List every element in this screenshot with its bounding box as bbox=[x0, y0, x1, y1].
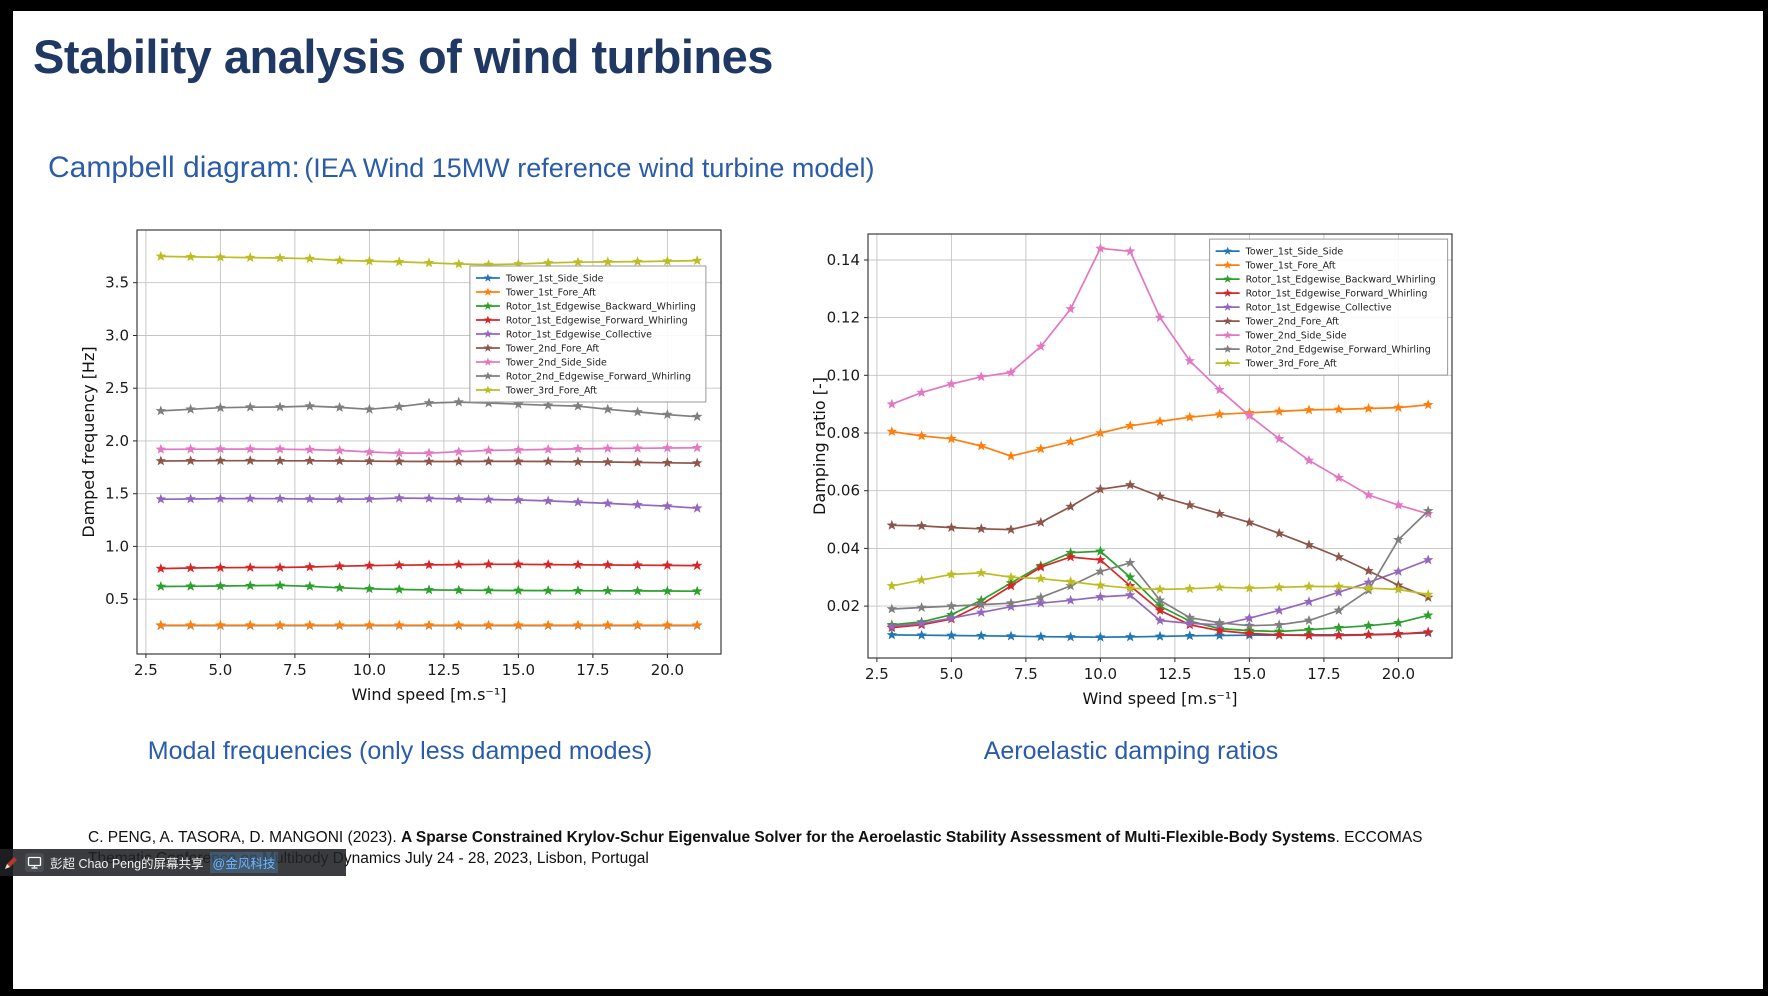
svg-text:12.5: 12.5 bbox=[1158, 665, 1191, 683]
citation-authors: C. PENG, A. TASORA, D. MANGONI (2023). bbox=[88, 829, 401, 846]
screen-share-label: 彭超 Chao Peng的屏幕共享 bbox=[50, 857, 204, 871]
citation-paper-title: A Sparse Constrained Krylov-Schur Eigenv… bbox=[400, 829, 1336, 846]
svg-text:2.5: 2.5 bbox=[865, 665, 889, 683]
svg-text:Tower_2nd_Side_Side: Tower_2nd_Side_Side bbox=[505, 358, 607, 369]
svg-text:10.0: 10.0 bbox=[1084, 665, 1117, 683]
svg-text:1.0: 1.0 bbox=[105, 537, 129, 555]
svg-text:17.5: 17.5 bbox=[576, 661, 609, 679]
svg-text:5.0: 5.0 bbox=[208, 661, 232, 679]
svg-text:Wind speed [m.s⁻¹]: Wind speed [m.s⁻¹] bbox=[351, 685, 506, 704]
svg-text:Tower_1st_Fore_Aft: Tower_1st_Fore_Aft bbox=[1245, 261, 1336, 272]
svg-text:0.12: 0.12 bbox=[827, 309, 860, 327]
subtitle-note: (IEA Wind 15MW reference wind turbine mo… bbox=[304, 153, 875, 183]
subtitle-main: Campbell diagram: bbox=[48, 151, 300, 184]
svg-text:17.5: 17.5 bbox=[1307, 665, 1340, 683]
svg-text:0.08: 0.08 bbox=[827, 424, 860, 442]
svg-text:2.0: 2.0 bbox=[105, 432, 129, 450]
damping-ratios-chart: 2.5 5.0 7.5 10.0 12.5 15.0 17.5 20.0 0.02 0.04 0.0… bbox=[806, 226, 1466, 718]
monitor-icon bbox=[25, 853, 44, 872]
svg-text:Tower_3rd_Fore_Aft: Tower_3rd_Fore_Aft bbox=[1245, 359, 1337, 370]
svg-text:15.0: 15.0 bbox=[502, 661, 535, 679]
svg-text:Tower_1st_Side_Side: Tower_1st_Side_Side bbox=[505, 274, 604, 285]
svg-text:Damping ratio [-]: Damping ratio [-] bbox=[810, 377, 829, 515]
svg-text:Rotor_1st_Edgewise_Collective: Rotor_1st_Edgewise_Collective bbox=[506, 330, 652, 341]
right-chart-caption: Aeroelastic damping ratios bbox=[983, 737, 1279, 765]
page-title: Stability analysis of wind turbines bbox=[33, 30, 773, 83]
svg-text:Rotor_1st_Edgewise_Collective: Rotor_1st_Edgewise_Collective bbox=[1246, 303, 1392, 314]
svg-text:0.14: 0.14 bbox=[827, 251, 860, 269]
svg-text:Rotor_2nd_Edgewise_Forward_Whi: Rotor_2nd_Edgewise_Forward_Whirling bbox=[506, 372, 691, 383]
svg-text:0.04: 0.04 bbox=[827, 539, 860, 557]
left-chart-caption: Modal frequencies (only less damped mode… bbox=[147, 737, 653, 765]
svg-text:Rotor_1st_Edgewise_Backward_Wh: Rotor_1st_Edgewise_Backward_Whirling bbox=[506, 302, 696, 313]
svg-text:Damped frequency [Hz]: Damped frequency [Hz] bbox=[79, 346, 98, 537]
svg-text:20.0: 20.0 bbox=[1382, 665, 1415, 683]
svg-text:7.5: 7.5 bbox=[1014, 665, 1038, 683]
svg-text:Rotor_1st_Edgewise_Forward_Whi: Rotor_1st_Edgewise_Forward_Whirling bbox=[506, 316, 688, 327]
svg-text:Rotor_1st_Edgewise_Backward_Wh: Rotor_1st_Edgewise_Backward_Whirling bbox=[1246, 275, 1436, 286]
svg-text:12.5: 12.5 bbox=[427, 661, 460, 679]
svg-text:2.5: 2.5 bbox=[134, 661, 158, 679]
screen-share-bar: 彭超 Chao Peng的屏幕共享 @金风科技 bbox=[0, 849, 346, 876]
pen-icon bbox=[3, 855, 19, 871]
svg-text:Wind speed [m.s⁻¹]: Wind speed [m.s⁻¹] bbox=[1082, 689, 1237, 708]
slide: Stability analysis of wind turbines Camp… bbox=[13, 11, 1763, 989]
svg-text:10.0: 10.0 bbox=[353, 661, 386, 679]
svg-text:Tower_1st_Fore_Aft: Tower_1st_Fore_Aft bbox=[505, 288, 596, 299]
svg-text:Tower_1st_Side_Side: Tower_1st_Side_Side bbox=[1245, 247, 1344, 258]
svg-text:3.0: 3.0 bbox=[105, 327, 129, 345]
svg-text:20.0: 20.0 bbox=[651, 661, 684, 679]
svg-text:15.0: 15.0 bbox=[1233, 665, 1266, 683]
svg-text:Tower_2nd_Fore_Aft: Tower_2nd_Fore_Aft bbox=[505, 344, 600, 355]
svg-text:Rotor_2nd_Edgewise_Forward_Whi: Rotor_2nd_Edgewise_Forward_Whirling bbox=[1246, 345, 1431, 356]
modal-frequencies-chart: 2.5 5.0 7.5 10.0 12.5 15.0 17.5 20.0 0.5 1.0 1.5 2.… bbox=[75, 222, 735, 714]
svg-text:0.02: 0.02 bbox=[827, 597, 860, 615]
svg-text:0.5: 0.5 bbox=[105, 590, 129, 608]
svg-text:5.0: 5.0 bbox=[939, 665, 963, 683]
svg-text:0.10: 0.10 bbox=[827, 366, 860, 384]
subtitle: Campbell diagram: (IEA Wind 15MW referen… bbox=[48, 151, 874, 185]
svg-text:0.06: 0.06 bbox=[827, 482, 860, 500]
svg-text:3.5: 3.5 bbox=[105, 274, 129, 292]
svg-text:1.5: 1.5 bbox=[105, 485, 129, 503]
svg-text:7.5: 7.5 bbox=[283, 661, 307, 679]
screen-share-mention[interactable]: @金风科技 bbox=[209, 852, 279, 873]
svg-text:Tower_2nd_Fore_Aft: Tower_2nd_Fore_Aft bbox=[1245, 317, 1340, 328]
svg-text:Tower_2nd_Side_Side: Tower_2nd_Side_Side bbox=[1245, 331, 1347, 342]
svg-text:Rotor_1st_Edgewise_Forward_Whi: Rotor_1st_Edgewise_Forward_Whirling bbox=[1246, 289, 1428, 300]
svg-text:Tower_3rd_Fore_Aft: Tower_3rd_Fore_Aft bbox=[505, 386, 597, 397]
svg-text:2.5: 2.5 bbox=[105, 379, 129, 397]
